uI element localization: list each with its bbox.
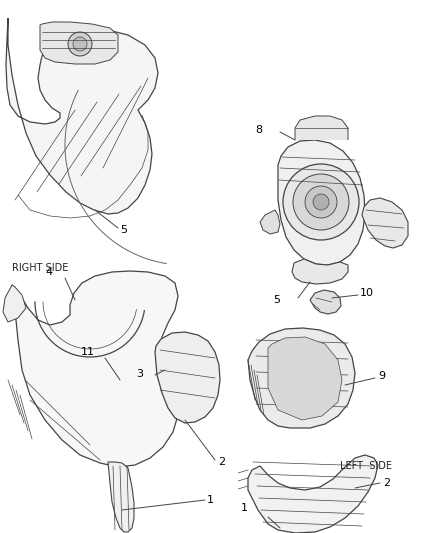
Polygon shape [260, 210, 280, 234]
Circle shape [73, 37, 87, 51]
Polygon shape [278, 140, 365, 265]
Polygon shape [3, 285, 26, 322]
Circle shape [293, 174, 349, 230]
Text: RIGHT SIDE: RIGHT SIDE [12, 263, 68, 273]
Circle shape [283, 164, 359, 240]
Polygon shape [155, 332, 220, 423]
Text: 2: 2 [383, 478, 390, 488]
Polygon shape [248, 455, 378, 533]
Polygon shape [292, 259, 348, 284]
Text: 8: 8 [255, 125, 262, 135]
Text: 1: 1 [241, 503, 248, 513]
Text: 11: 11 [81, 347, 95, 357]
Polygon shape [362, 198, 408, 248]
Polygon shape [40, 22, 118, 64]
Polygon shape [108, 462, 134, 532]
Circle shape [68, 32, 92, 56]
Text: LEFT  SIDE: LEFT SIDE [340, 461, 392, 471]
Text: 1: 1 [207, 495, 214, 505]
Polygon shape [12, 271, 178, 467]
Text: 2: 2 [218, 457, 225, 467]
Polygon shape [248, 328, 355, 428]
Circle shape [305, 186, 337, 218]
Text: 3: 3 [136, 369, 143, 379]
Polygon shape [6, 18, 158, 214]
Text: 5: 5 [273, 295, 280, 305]
Polygon shape [295, 116, 348, 140]
Text: 4: 4 [45, 267, 52, 277]
Circle shape [313, 194, 329, 210]
Text: 5: 5 [120, 225, 127, 235]
Text: 10: 10 [360, 288, 374, 298]
Polygon shape [268, 337, 342, 420]
Text: 9: 9 [378, 371, 385, 381]
Polygon shape [310, 290, 341, 314]
